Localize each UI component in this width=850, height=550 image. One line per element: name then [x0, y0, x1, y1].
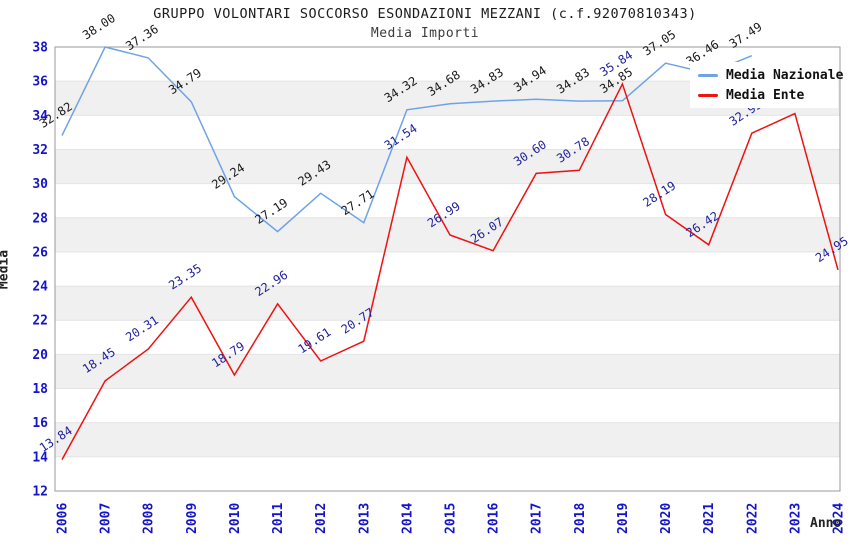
y-tick-label: 12: [32, 485, 48, 500]
x-tick-label: 2008: [142, 503, 157, 534]
grid-band: [55, 422, 840, 457]
legend-item-media-nazionale: Media Nazionale: [690, 68, 843, 83]
y-tick-label: 14: [32, 450, 48, 465]
legend-label: Media Nazionale: [726, 67, 844, 83]
x-tick-label: 2020: [659, 503, 674, 534]
y-tick-label: 22: [32, 314, 48, 329]
data-label: 37.05: [640, 27, 678, 58]
x-tick-label: 2016: [487, 503, 502, 534]
x-tick-label: 2022: [745, 503, 760, 534]
series-line-media-ente: [61, 81, 839, 460]
y-tick-label: 30: [32, 177, 48, 192]
legend-item-media-ente: Media Ente: [690, 88, 838, 103]
x-tick-label: 2018: [573, 503, 588, 534]
x-tick-label: 2015: [444, 503, 459, 534]
y-tick-label: 20: [32, 348, 48, 363]
legend-swatch-red-line-icon: [698, 93, 718, 97]
chart-subtitle: Media Importi: [370, 26, 480, 41]
data-label: 37.49: [727, 20, 765, 51]
x-tick-label: 2023: [788, 503, 803, 534]
y-tick-label: 32: [32, 143, 48, 158]
y-tick-label: 24: [32, 280, 48, 295]
legend-swatch-blue-line-icon: [698, 73, 718, 77]
x-tick-label: 2021: [702, 503, 717, 534]
legend: Media Nazionale Media Ente: [690, 62, 843, 108]
legend-label: Media Ente: [726, 87, 805, 103]
x-tick-label: 2024: [832, 503, 847, 534]
x-tick-label: 2010: [228, 503, 243, 534]
grid-band: [55, 217, 840, 252]
y-tick-label: 26: [32, 245, 48, 260]
x-tick-label: 2011: [271, 503, 286, 534]
x-axis-title: Anno: [810, 516, 842, 531]
y-tick-label: 38: [32, 41, 48, 56]
x-tick-label: 2019: [616, 503, 631, 534]
y-tick-label: 28: [32, 211, 48, 226]
y-tick-label: 18: [32, 382, 48, 397]
series-line-media-nazionale: [61, 46, 753, 233]
x-tick-label: 2006: [56, 503, 71, 534]
y-tick-label: 36: [32, 75, 48, 90]
grid-band: [55, 354, 840, 389]
grid-band: [55, 149, 840, 184]
y-tick-label: 34: [32, 109, 48, 124]
data-label: 37.36: [123, 22, 161, 53]
x-tick-label: 2012: [314, 503, 329, 534]
x-tick-label: 2007: [99, 503, 114, 534]
data-label: 38.00: [80, 11, 118, 42]
page-title: GRUPPO VOLONTARI SOCCORSO ESONDAZIONI ME…: [153, 6, 697, 22]
x-tick-label: 2014: [400, 503, 415, 534]
y-axis-title: Media: [0, 249, 12, 290]
x-tick-label: 2017: [530, 503, 545, 534]
y-tick-label: 16: [32, 416, 48, 431]
x-tick-label: 2009: [185, 503, 200, 534]
plot-border: [54, 46, 841, 492]
x-tick-label: 2013: [357, 503, 372, 534]
